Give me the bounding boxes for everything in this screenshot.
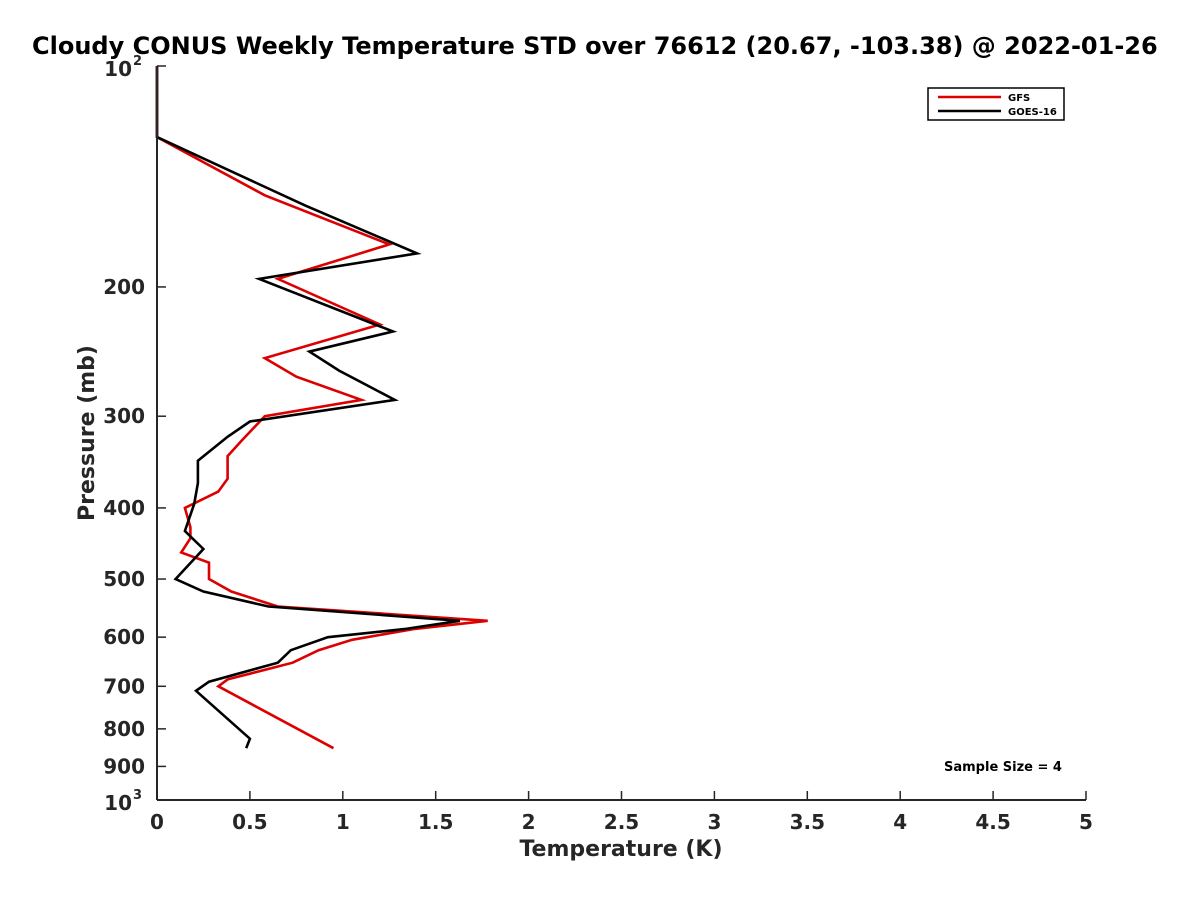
- series-line-gfs: [155, 66, 488, 750]
- y-tick-exponent: 2: [133, 54, 142, 69]
- x-tick-label: 3.5: [790, 810, 825, 834]
- x-tick-label: 1: [336, 810, 350, 834]
- y-tick-label: 500: [103, 567, 145, 591]
- x-tick-label: 5: [1079, 810, 1093, 834]
- y-tick-label: 10: [104, 791, 132, 815]
- sample-size-annotation: Sample Size = 4: [944, 760, 1062, 775]
- legend-label-goes16: GOES-16: [1008, 107, 1057, 118]
- y-tick-label: 800: [103, 717, 145, 741]
- series-line-goes16: [155, 66, 461, 749]
- x-tick-label: 0.5: [232, 810, 267, 834]
- x-tick-label: 4: [893, 810, 907, 834]
- x-tick-label: 4.5: [975, 810, 1010, 834]
- y-tick-label: 300: [103, 404, 145, 428]
- x-tick-label: 3: [707, 810, 721, 834]
- x-tick-label: 0: [150, 810, 164, 834]
- plot-area: [155, 66, 488, 750]
- x-axis-ticks: 0 0.5 1 1.5 2 2.5 3 3.5 4 4.5 5: [150, 791, 1093, 834]
- y-tick-exponent: 3: [133, 788, 142, 803]
- y-tick-label: 700: [103, 674, 145, 698]
- chart-title: Cloudy CONUS Weekly Temperature STD over…: [32, 32, 1158, 60]
- x-axis-label: Temperature (K): [519, 837, 722, 862]
- y-axis-label: Pressure (mb): [75, 345, 100, 521]
- legend: GFS GOES-16: [927, 87, 1065, 121]
- y-tick-label: 900: [103, 754, 145, 778]
- x-tick-label: 1.5: [418, 810, 453, 834]
- y-tick-label: 200: [103, 275, 145, 299]
- y-tick-label: 600: [103, 625, 145, 649]
- x-tick-label: 2: [522, 810, 536, 834]
- legend-label-gfs: GFS: [1008, 93, 1030, 104]
- y-tick-label: 10: [104, 57, 132, 81]
- x-tick-label: 2.5: [604, 810, 639, 834]
- legend-box: [927, 87, 1065, 121]
- y-tick-label: 400: [103, 496, 145, 520]
